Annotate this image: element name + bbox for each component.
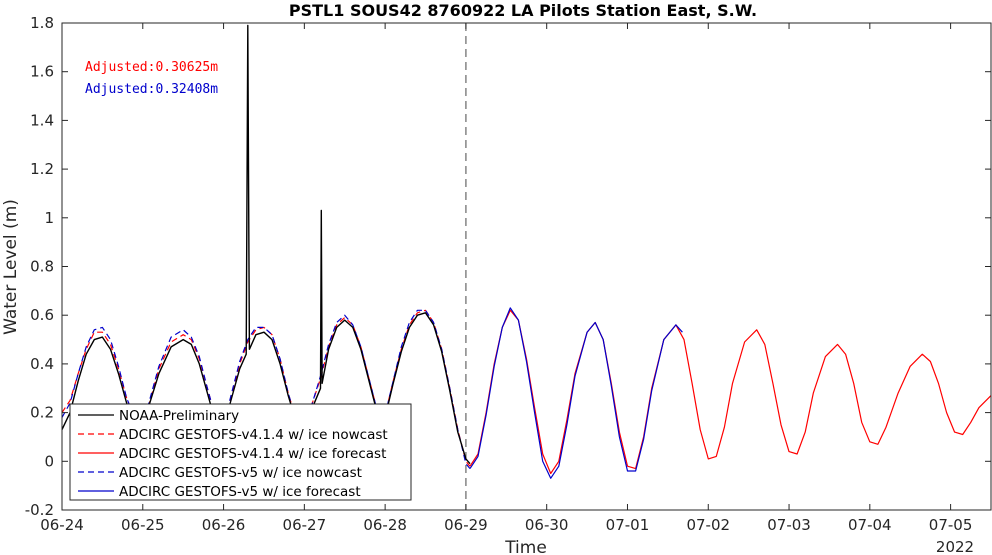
chart-title: PSTL1 SOUS42 8760922 LA Pilots Station E…: [289, 1, 757, 20]
y-tick-label: 1: [44, 209, 54, 227]
legend-label-3: ADCIRC GESTOFS-v5 w/ ice nowcast: [119, 465, 362, 481]
x-tick-label: 06-26: [202, 516, 246, 534]
legend-label-2: ADCIRC GESTOFS-v4.1.4 w/ ice forecast: [119, 446, 386, 462]
legend-label-1: ADCIRC GESTOFS-v4.1.4 w/ ice nowcast: [119, 427, 388, 443]
x-tick-label: 07-04: [848, 516, 892, 534]
y-tick-label: 1.6: [30, 63, 54, 81]
legend-label-0: NOAA-Preliminary: [119, 408, 239, 424]
series-line-3: [61, 309, 471, 469]
y-tick-label: 0.2: [30, 404, 54, 422]
x-axis-year-label: 2022: [936, 538, 974, 555]
series-line-4: [469, 307, 683, 479]
y-tick-label: 0.6: [30, 306, 54, 324]
y-tick-label: 0.8: [30, 258, 54, 276]
x-tick-label: 07-01: [606, 516, 650, 534]
x-tick-label: 07-03: [767, 516, 811, 534]
y-tick-label: 1.8: [30, 14, 54, 32]
x-tick-label: 06-29: [444, 516, 488, 534]
legend-box: [69, 403, 412, 501]
series-line-2: [469, 309, 992, 475]
x-tick-label: 06-25: [121, 516, 165, 534]
legend-label-4: ADCIRC GESTOFS-v5 w/ ice forecast: [119, 484, 361, 500]
x-tick-label: 06-24: [40, 516, 84, 534]
y-tick-label: 0: [44, 452, 54, 470]
x-tick-label: 06-30: [525, 516, 569, 534]
x-tick-label: 06-28: [363, 516, 407, 534]
y-axis-label: Water Level (m): [1, 199, 21, 335]
adjusted-annotation-blue: Adjusted:0.32408m: [85, 82, 218, 97]
x-axis-label: Time: [504, 538, 547, 555]
x-axis: 06-24 06-25 06-26 06-27 06-28 06-29 06-30 07-01…: [40, 23, 972, 534]
legend: NOAA-Preliminary ADCIRC GESTOFS-v4.1.4 w/…: [69, 403, 412, 501]
x-tick-label: 07-05: [929, 516, 973, 534]
adjusted-annotation-red: Adjusted:0.30625m: [85, 60, 218, 75]
y-tick-label: 0.4: [30, 355, 54, 373]
y-tick-label: 1.2: [30, 160, 54, 178]
x-tick-label: 06-27: [283, 516, 327, 534]
y-tick-label: -0.2: [25, 501, 54, 519]
x-tick-label: 07-02: [686, 516, 730, 534]
y-axis: -0.2 0 0.2 0.4 0.6 0.8 1 1.2 1.4 1.6 1.8: [25, 14, 991, 519]
y-tick-label: 1.4: [30, 111, 54, 129]
